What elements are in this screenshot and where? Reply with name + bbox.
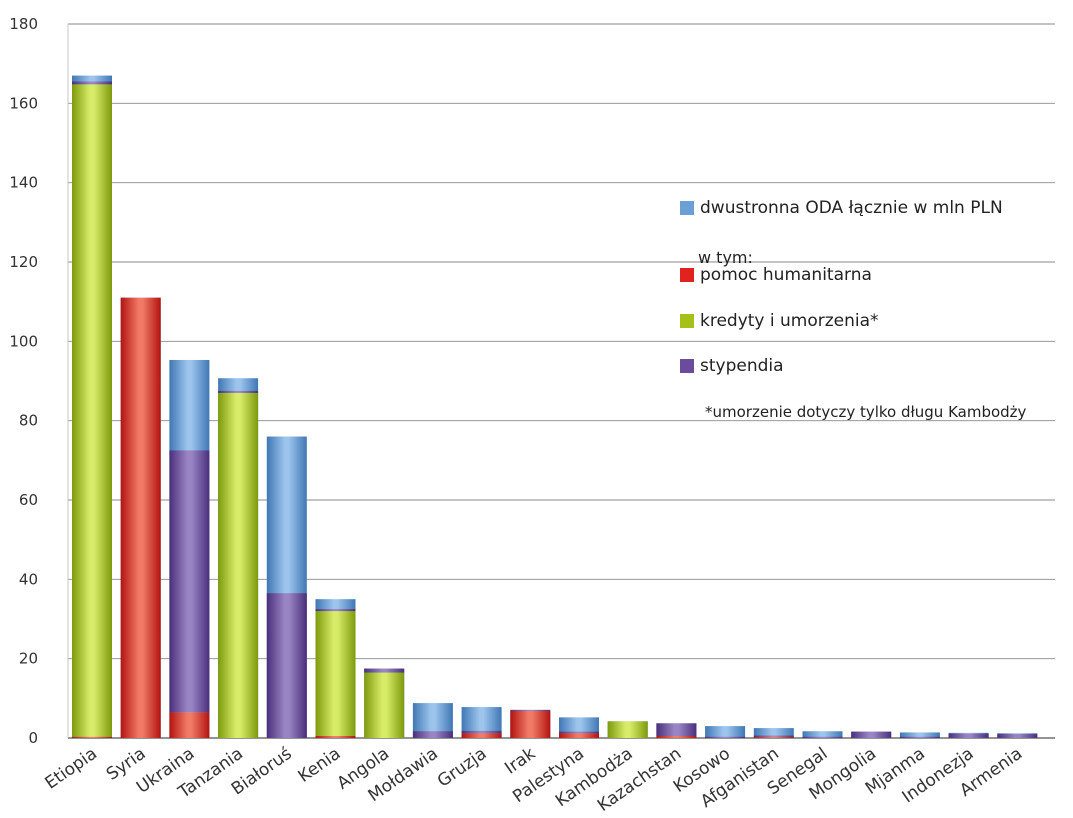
y-tick-label: 160: [9, 94, 38, 112]
bar-total-Afganistan: [753, 728, 794, 738]
bar-kredyty-i-umorzenia--Kambodża: [607, 721, 648, 738]
bar-stypendia-Armenia: [997, 734, 1038, 738]
y-tick-label: 20: [19, 650, 38, 668]
bar-pomoc-humanitarna-Ukraina: [169, 712, 210, 738]
y-axis-ticks: 0 20 40 60 80 100 120 140 160 180: [9, 15, 38, 747]
legend-label-humanitarian: pomoc humanitarna: [700, 265, 872, 285]
bar-stypendia-Kosowo: [705, 736, 746, 738]
bar-stypendia-Gruzja: [461, 730, 502, 734]
legend-swatch-credits: [680, 314, 694, 328]
bar-stypendia-Ukraina: [169, 450, 210, 713]
y-tick-label: 80: [19, 412, 38, 430]
y-tick-label: 180: [9, 15, 38, 33]
legend-item-scholarships: stypendia: [680, 356, 784, 376]
bar-stypendia-Kenia: [315, 609, 356, 612]
bar-total-Kosowo: [705, 726, 746, 738]
y-tick-label: 60: [19, 491, 38, 509]
bar-stypendia-Tanzania: [218, 390, 259, 393]
x-axis-ticks: Etiopia SyriaUkrainaTanzaniaBiałoruśKenia…: [42, 744, 1027, 816]
legend-item-humanitarian: pomoc humanitarna: [680, 265, 872, 285]
x-tick-label: Gruzja: [434, 744, 491, 792]
bar-pomoc-humanitarna-Etiopia: [72, 736, 112, 738]
legend-label-credits: kredyty i umorzenia*: [700, 311, 879, 331]
bar-pomoc-humanitarna-Afganistan: [753, 736, 794, 738]
y-tick-label: 40: [19, 570, 38, 588]
bar-total-Senegal: [802, 731, 843, 738]
bar-stypendia-Mongolia: [851, 731, 892, 738]
bar-stypendia-Mjanma: [899, 736, 940, 738]
bar-stypendia-Kazachstan: [656, 723, 697, 737]
bar-stypendia-Senegal: [802, 736, 843, 738]
bar-kredyty-i-umorzenia--Angola: [364, 672, 405, 738]
bar-kredyty-i-umorzenia--Tanzania: [218, 392, 259, 738]
legend-item-total: dwustronna ODA łącznie w mln PLN: [680, 198, 1003, 218]
bar-stypendia-Mołdawia: [412, 731, 453, 738]
y-tick-label: 120: [9, 253, 38, 271]
bar-stypendia-Palestyna: [559, 731, 599, 734]
bar-stypendia-Etiopia: [72, 81, 112, 85]
y-tick-label: 140: [9, 174, 38, 192]
bar-stypendia-Angola: [364, 668, 405, 673]
legend-item-credits: kredyty i umorzenia*: [680, 311, 879, 331]
bar-stypendia-Indonezja: [948, 733, 989, 738]
gridlines: [67, 23, 1055, 739]
bar-pomoc-humanitarna-Gruzja: [461, 733, 502, 738]
legend-heading: w tym:: [698, 248, 753, 267]
legend-label-scholarships: stypendia: [700, 356, 784, 376]
bar-kredyty-i-umorzenia--Etiopia: [72, 84, 112, 737]
legend-swatch-scholarships: [680, 359, 694, 373]
bars: [72, 75, 1038, 739]
bar-total-Mjanma: [899, 732, 940, 738]
y-tick-label: 0: [28, 729, 38, 747]
bar-pomoc-humanitarna-Kenia: [315, 736, 356, 738]
bar-stypendia-Białoruś: [266, 593, 307, 738]
bar-pomoc-humanitarna-Kazachstan: [656, 736, 697, 738]
x-tick-label: Etiopia: [42, 744, 101, 794]
bar-pomoc-humanitarna-Irak: [510, 711, 551, 738]
legend-swatch-total: [680, 201, 694, 215]
bar-stypendia-Afganistan: [753, 735, 794, 737]
bar-pomoc-humanitarna-Palestyna: [559, 733, 599, 738]
bar-kredyty-i-umorzenia--Kenia: [315, 611, 356, 737]
bar-stypendia-Irak: [510, 709, 551, 712]
legend-label-total: dwustronna ODA łącznie w mln PLN: [700, 198, 1003, 218]
legend-swatch-humanitarian: [680, 268, 694, 282]
bar-pomoc-humanitarna-Syria: [120, 297, 161, 738]
y-tick-label: 100: [9, 332, 38, 350]
legend-footnote: *umorzenie dotyczy tylko długu Kambodży: [705, 403, 1027, 421]
